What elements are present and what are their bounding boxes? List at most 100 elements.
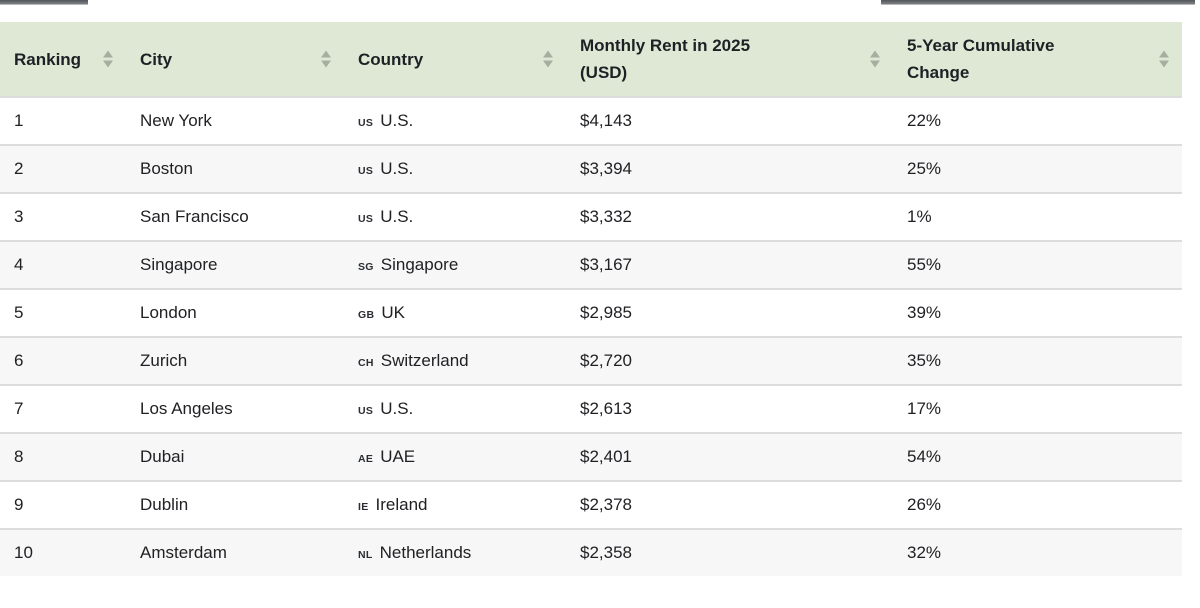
rent-cell: $3,167 xyxy=(566,240,893,289)
column-header-ranking[interactable]: Ranking xyxy=(0,22,126,97)
top-bar-left-fragment xyxy=(0,0,88,5)
country-code-badge: SG xyxy=(358,261,374,273)
sort-desc-arrow-icon xyxy=(103,60,113,68)
sort-up-down-icon xyxy=(1159,50,1169,68)
column-header-label: 5-Year Cumulative Change xyxy=(907,36,1055,82)
sort-asc-arrow-icon xyxy=(321,50,331,58)
country-cell: CH Switzerland xyxy=(344,336,566,385)
table-row: 5 London GB UK $2,985 39% xyxy=(0,288,1182,337)
country-name: UAE xyxy=(380,447,416,466)
rent-cell: $3,332 xyxy=(566,192,893,241)
city-rent-ranking-table: Ranking City Country Monthly Rent in 202… xyxy=(0,22,1182,576)
rent-cell: $2,985 xyxy=(566,288,893,337)
country-name: U.S. xyxy=(380,399,414,418)
country-code-badge: US xyxy=(358,405,374,417)
country-name: U.S. xyxy=(380,111,414,130)
city-cell: Amsterdam xyxy=(126,528,344,576)
rent-cell: $3,394 xyxy=(566,144,893,193)
rent-cell: $2,358 xyxy=(566,528,893,576)
column-header-city[interactable]: City xyxy=(126,22,344,97)
country-cell: US U.S. xyxy=(344,144,566,193)
change-cell: 1% xyxy=(893,192,1182,241)
country-cell: IE Ireland xyxy=(344,480,566,529)
rank-cell: 4 xyxy=(0,240,126,289)
country-name: Singapore xyxy=(380,255,459,274)
sort-up-down-icon xyxy=(870,50,880,68)
country-cell: AE UAE xyxy=(344,432,566,481)
country-name: U.S. xyxy=(380,159,414,178)
rank-cell: 2 xyxy=(0,144,126,193)
country-cell: US U.S. xyxy=(344,192,566,241)
city-cell: Boston xyxy=(126,144,344,193)
rent-cell: $2,613 xyxy=(566,384,893,433)
table-row: 9 Dublin IE Ireland $2,378 26% xyxy=(0,480,1182,529)
table-row: 3 San Francisco US U.S. $3,332 1% xyxy=(0,192,1182,241)
country-code-badge: IE xyxy=(358,501,369,513)
rent-cell: $4,143 xyxy=(566,96,893,145)
column-header-change[interactable]: 5-Year Cumulative Change xyxy=(893,22,1182,97)
country-code-badge: US xyxy=(358,213,374,225)
country-name: U.S. xyxy=(380,207,414,226)
country-cell: US U.S. xyxy=(344,384,566,433)
change-cell: 54% xyxy=(893,432,1182,481)
sort-desc-arrow-icon xyxy=(1159,60,1169,68)
table-row: 10 Amsterdam NL Netherlands $2,358 32% xyxy=(0,528,1182,576)
country-name: UK xyxy=(381,303,405,322)
rank-cell: 6 xyxy=(0,336,126,385)
table-row: 7 Los Angeles US U.S. $2,613 17% xyxy=(0,384,1182,433)
table-body: 1 New York US U.S. $4,143 22% 2 Boston US… xyxy=(0,96,1182,576)
rent-cell: $2,401 xyxy=(566,432,893,481)
city-cell: San Francisco xyxy=(126,192,344,241)
city-cell: London xyxy=(126,288,344,337)
column-header-label: Country xyxy=(358,49,424,69)
country-code-badge: AE xyxy=(358,453,374,465)
table-row: 4 Singapore SG Singapore $3,167 55% xyxy=(0,240,1182,289)
country-code-badge: NL xyxy=(358,549,373,561)
country-code-badge: CH xyxy=(358,357,374,369)
table-row: 8 Dubai AE UAE $2,401 54% xyxy=(0,432,1182,481)
country-name: Ireland xyxy=(375,495,428,514)
column-header-country[interactable]: Country xyxy=(344,22,566,97)
change-cell: 17% xyxy=(893,384,1182,433)
change-cell: 32% xyxy=(893,528,1182,576)
column-header-label: City xyxy=(140,49,173,69)
country-cell: NL Netherlands xyxy=(344,528,566,576)
change-cell: 55% xyxy=(893,240,1182,289)
city-cell: Singapore xyxy=(126,240,344,289)
country-code-badge: GB xyxy=(358,309,375,321)
country-code-badge: US xyxy=(358,165,374,177)
top-bar-right-fragment xyxy=(881,0,1195,5)
table-row: 2 Boston US U.S. $3,394 25% xyxy=(0,144,1182,193)
change-cell: 26% xyxy=(893,480,1182,529)
sort-desc-arrow-icon xyxy=(543,60,553,68)
rank-cell: 10 xyxy=(0,528,126,576)
city-cell: Dublin xyxy=(126,480,344,529)
sort-asc-arrow-icon xyxy=(1159,50,1169,58)
rank-cell: 9 xyxy=(0,480,126,529)
country-name: Netherlands xyxy=(379,543,472,562)
rent-cell: $2,378 xyxy=(566,480,893,529)
change-cell: 39% xyxy=(893,288,1182,337)
column-header-label: Monthly Rent in 2025 (USD) xyxy=(580,36,751,82)
table-row: 6 Zurich CH Switzerland $2,720 35% xyxy=(0,336,1182,385)
sort-asc-arrow-icon xyxy=(543,50,553,58)
sort-desc-arrow-icon xyxy=(870,60,880,68)
sort-up-down-icon xyxy=(321,50,331,68)
country-code-badge: US xyxy=(358,117,374,129)
city-cell: Los Angeles xyxy=(126,384,344,433)
change-cell: 22% xyxy=(893,96,1182,145)
sort-up-down-icon xyxy=(103,50,113,68)
sort-up-down-icon xyxy=(543,50,553,68)
country-cell: GB UK xyxy=(344,288,566,337)
rank-cell: 7 xyxy=(0,384,126,433)
rank-cell: 5 xyxy=(0,288,126,337)
country-name: Switzerland xyxy=(380,351,469,370)
city-cell: New York xyxy=(126,96,344,145)
sort-asc-arrow-icon xyxy=(870,50,880,58)
column-header-rent[interactable]: Monthly Rent in 2025 (USD) xyxy=(566,22,893,97)
change-cell: 35% xyxy=(893,336,1182,385)
table-header: Ranking City Country Monthly Rent in 202… xyxy=(0,22,1182,97)
table-row: 1 New York US U.S. $4,143 22% xyxy=(0,96,1182,145)
table-header-row: Ranking City Country Monthly Rent in 202… xyxy=(0,22,1182,97)
